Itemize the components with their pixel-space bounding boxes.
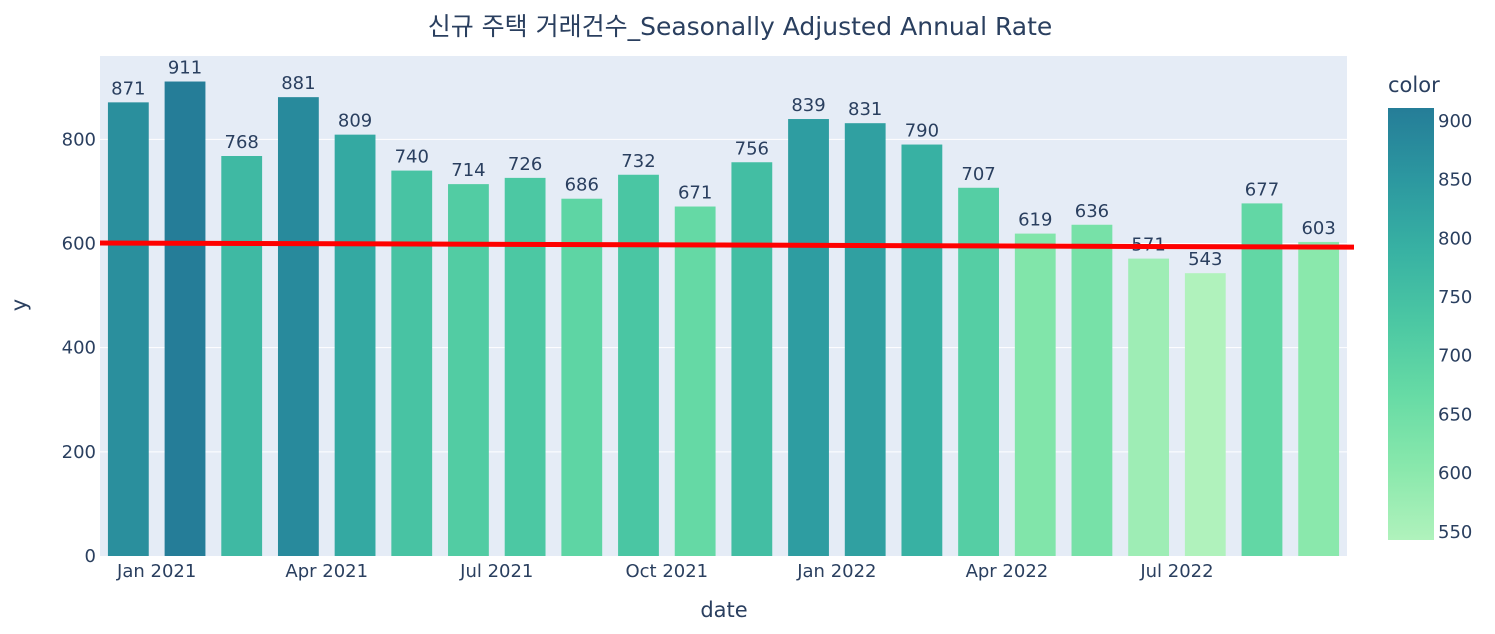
y-tick-label: 800 [62, 129, 96, 150]
bar[interactable] [1071, 224, 1113, 556]
bar-value-label: 603 [1301, 218, 1335, 239]
bar[interactable] [1298, 241, 1340, 556]
x-tick-label: Apr 2021 [285, 561, 368, 582]
bar[interactable] [391, 170, 433, 557]
x-tick-label: Jul 2021 [459, 561, 533, 582]
y-axis-title: y [7, 299, 31, 311]
bar[interactable] [844, 123, 886, 556]
y-tick-label: 600 [62, 234, 96, 255]
chart-title: 신규 주택 거래건수_Seasonally Adjusted Annual Ra… [428, 12, 1053, 41]
bar[interactable] [504, 177, 546, 556]
bar-value-label: 756 [735, 138, 769, 159]
bar-value-label: 768 [225, 132, 259, 153]
bar-value-label: 619 [1018, 210, 1052, 231]
x-tick-label: Jan 2021 [116, 561, 196, 582]
x-tick-label: Jul 2022 [1139, 561, 1213, 582]
bar-value-label: 686 [565, 175, 599, 196]
bar[interactable] [901, 144, 943, 556]
y-tick-label: 400 [62, 338, 96, 359]
bar-value-label: 839 [791, 95, 825, 116]
colorbar-tick-label: 850 [1438, 170, 1472, 191]
x-tick-label: Apr 2022 [966, 561, 1049, 582]
bar-value-label: 871 [111, 78, 145, 99]
bar-value-label: 740 [395, 147, 429, 168]
colorbar-title: color [1388, 73, 1440, 97]
bar[interactable] [674, 206, 716, 557]
bar-value-label: 714 [451, 160, 485, 181]
bar-value-label: 677 [1245, 179, 1279, 200]
bar[interactable] [221, 156, 263, 556]
bar[interactable] [731, 162, 773, 556]
bar-value-label: 726 [508, 154, 542, 175]
bar-value-label: 790 [905, 121, 939, 142]
bar[interactable] [788, 119, 829, 556]
x-tick-label: Oct 2021 [625, 561, 708, 582]
bar[interactable] [277, 97, 319, 556]
bar[interactable] [1128, 258, 1170, 556]
y-tick-label: 0 [85, 546, 96, 567]
bar[interactable] [958, 187, 999, 557]
bar[interactable] [1014, 233, 1056, 556]
bar[interactable] [334, 134, 376, 557]
bar[interactable] [1184, 273, 1226, 556]
colorbar-tick-label: 550 [1438, 522, 1472, 543]
x-axis-ticks: Jan 2021 Apr 2021 Jul 2021 Oct 2021 Jan 2022… [116, 561, 1214, 582]
bar-value-label: 881 [281, 73, 315, 94]
bar[interactable] [618, 174, 659, 556]
y-axis-ticks: 0 200 400 600 800 [62, 129, 96, 567]
bar[interactable] [107, 102, 149, 557]
bar[interactable] [561, 198, 603, 557]
colorbar-ticks: 550 600 650 700 750 800 850 900 [1438, 111, 1472, 543]
colorbar-tick-label: 600 [1438, 463, 1472, 484]
colorbar-tick-label: 700 [1438, 346, 1472, 367]
colorbar [1388, 108, 1434, 540]
colorbar-tick-label: 750 [1438, 287, 1472, 308]
bar-value-label: 671 [678, 183, 712, 204]
bar-labels: 871 911 768 881 809 740 714 726 686 732 671 756 839 8… [111, 58, 1336, 271]
bar-value-label: 809 [338, 111, 372, 132]
bar-value-label: 707 [961, 164, 995, 185]
bar-value-label: 636 [1075, 201, 1109, 222]
y-tick-label: 200 [62, 442, 96, 463]
bar-value-label: 911 [168, 58, 202, 79]
bar[interactable] [164, 81, 206, 556]
x-tick-label: Jan 2022 [796, 561, 876, 582]
bar-value-label: 831 [848, 99, 882, 120]
bar-value-label: 732 [621, 151, 655, 172]
trend-line [99, 240, 1355, 250]
x-axis-title: date [700, 598, 747, 622]
bar[interactable] [448, 184, 489, 556]
colorbar-tick-label: 800 [1438, 228, 1472, 249]
bar[interactable] [1241, 203, 1283, 557]
colorbar-tick-label: 650 [1438, 404, 1472, 425]
bar-value-label: 543 [1188, 249, 1222, 270]
colorbar-tick-label: 900 [1438, 111, 1472, 132]
